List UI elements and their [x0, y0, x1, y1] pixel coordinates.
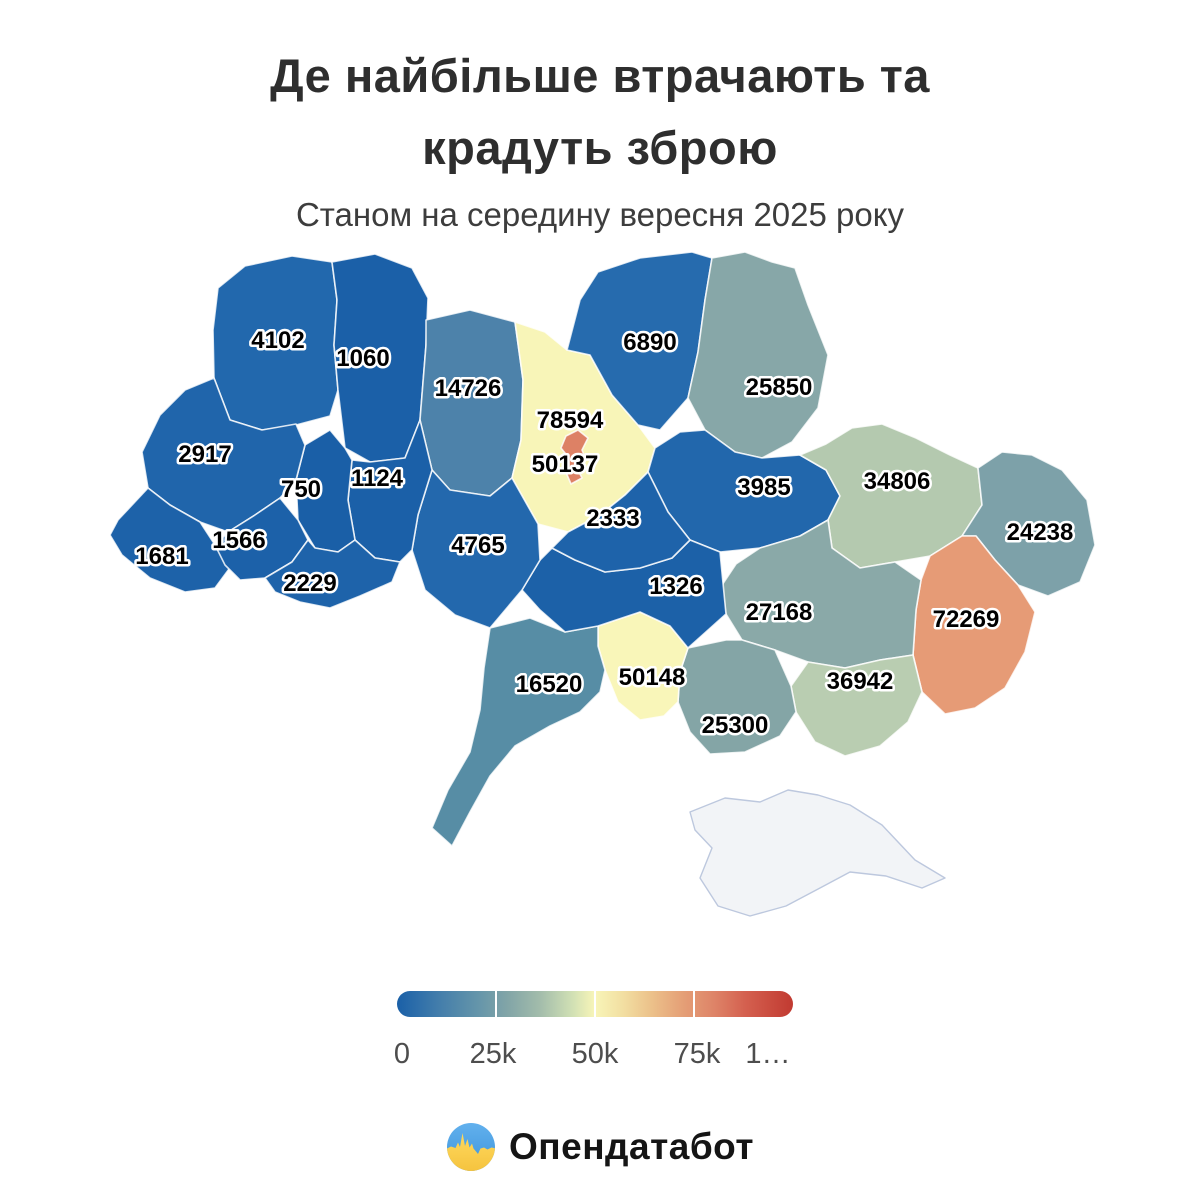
title-line-1: Де найбільше втрачають та: [270, 49, 930, 102]
region-value-khmelnytskyi: 1124: [351, 465, 404, 492]
region-value-sumy: 25850: [746, 374, 813, 401]
region-value-kyiv-city: 78594: [537, 407, 604, 434]
region-value-odesa: 16520: [516, 671, 583, 698]
page-subtitle: Станом на середину вересня 2025 року: [295, 196, 905, 233]
region-kyiv-city[interactable]: [560, 429, 589, 485]
region-value-kirovohrad: 1326: [649, 573, 702, 600]
region-value-dnipropetrovsk: 27168: [746, 599, 813, 626]
region-value-donetsk: 72269: [933, 606, 1000, 633]
region-zakarpattia[interactable]: [109, 487, 233, 593]
opendatabot-icon: [447, 1123, 495, 1171]
region-value-rivne: 1060: [336, 345, 389, 372]
region-value-zhytomyr: 14726: [435, 375, 502, 402]
region-zhytomyr[interactable]: [419, 309, 524, 497]
region-value-poltava: 3985: [737, 474, 790, 501]
region-crimea[interactable]: [689, 789, 946, 917]
region-value-kyiv-oblast: 50137: [532, 451, 599, 478]
colorbar-tick-0: 0: [393, 1038, 411, 1070]
colorbar-tick-2: 50k: [571, 1038, 619, 1070]
colorbar-tick-3: 75k: [673, 1038, 721, 1070]
region-value-luhansk: 24238: [1007, 519, 1074, 546]
colorbar-divider: [594, 991, 596, 1017]
region-value-zakarpattia: 1681: [135, 543, 188, 570]
region-cherkasy[interactable]: [551, 471, 691, 573]
colorbar-tick-1: 25k: [469, 1038, 517, 1070]
region-value-zaporizhzhia: 36942: [827, 668, 894, 695]
colorbar-tick-4: 1…: [745, 1038, 791, 1070]
title-line-2: крадуть зброю: [422, 121, 778, 174]
region-value-cherkasy: 2333: [586, 505, 639, 532]
region-value-kherson: 25300: [702, 712, 769, 739]
colorbar-divider: [495, 991, 497, 1017]
page-title: Де найбільше втрачають та крадуть зброю: [0, 40, 1200, 184]
colorbar-gradient: [397, 991, 793, 1017]
region-odesa[interactable]: [431, 617, 606, 847]
region-value-chernihiv: 6890: [623, 329, 676, 356]
region-value-ivano-frankivsk: 1566: [212, 527, 265, 554]
region-value-lviv: 2917: [178, 441, 231, 468]
opendatabot-wordmark: Опендатабот: [509, 1126, 754, 1167]
region-value-volyn: 4102: [251, 327, 304, 354]
region-value-chernivtsi: 2229: [283, 570, 336, 597]
region-value-kharkiv: 34806: [864, 468, 931, 495]
region-value-mykolaiv: 50148: [619, 664, 686, 691]
colorbar-divider: [693, 991, 695, 1017]
header: Де найбільше втрачають та крадуть зброю …: [0, 0, 1200, 234]
region-value-vinnytsia: 4765: [451, 532, 504, 559]
region-chernivtsi[interactable]: [264, 539, 401, 609]
region-value-ternopil: 750: [281, 476, 321, 503]
opendatabot-logo[interactable]: Опендатабот: [0, 1122, 1200, 1172]
region-sumy[interactable]: [687, 251, 829, 459]
